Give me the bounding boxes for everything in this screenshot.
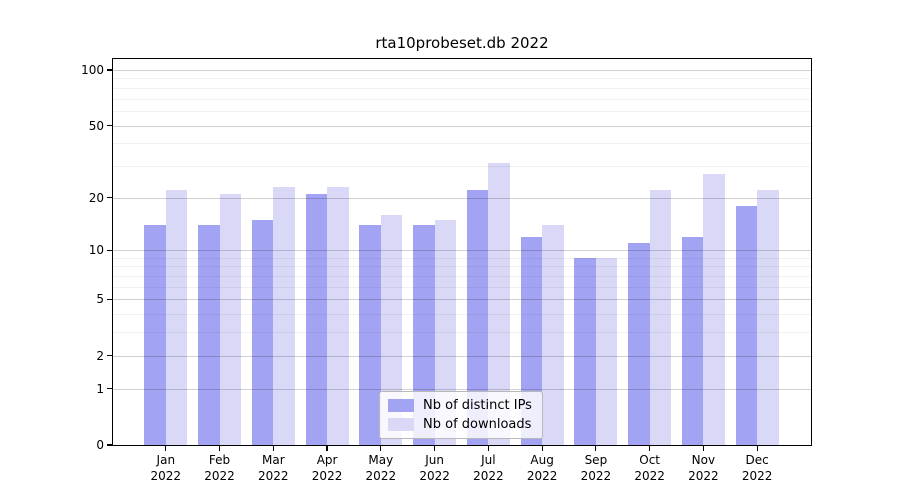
gridline-minor-90 [113,78,811,80]
legend: Nb of distinct IPs Nb of downloads [379,391,543,439]
bar-nov-downloads [703,174,725,445]
gridline-minor-40 [113,143,811,145]
y-tick-label-100: 100 [81,63,104,77]
y-tick-label-0: 0 [96,438,104,452]
y-tick-mark-1 [107,388,112,390]
x-tick-label-nov: Nov 2022 [688,453,719,483]
bar-may-ips [359,224,381,445]
y-tick-mark-2 [107,355,112,357]
x-tick-mark-aug [541,446,543,451]
y-tick-label-10: 10 [88,243,104,258]
y-tick-mark-10 [107,249,112,251]
bar-mar-ips [251,219,274,445]
gridline-minor-60 [113,110,811,112]
bar-sep-ips [574,257,596,445]
gridline-20 [113,197,811,199]
legend-label-distinct-ips: Nb of distinct IPs [423,398,532,413]
y-tick-label-2: 2 [96,348,104,363]
bar-apr-ips [305,193,328,445]
gridline-minor-6 [113,286,811,288]
x-tick-mark-apr [326,446,328,451]
gridline-5 [113,299,811,301]
x-tick-mark-jan [165,446,167,451]
x-tick-label-aug: Aug 2022 [526,453,558,483]
x-tick-label-mar: Mar 2022 [258,453,289,483]
gridline-minor-7 [113,276,811,278]
x-tick-label-jan: Jan 2022 [150,453,182,483]
gridline-50 [113,125,811,127]
bar-jan-downloads [165,190,188,445]
bar-jun-downloads [434,219,457,445]
y-tick-mark-100 [107,69,112,71]
gridline-minor-9 [113,257,811,259]
gridline-100 [113,70,811,71]
gridline-minor-4 [113,314,811,316]
y-tick-mark-50 [107,124,112,127]
y-tick-mark-0 [107,444,112,446]
x-tick-mark-mar [272,446,274,451]
x-tick-mark-sep [595,446,597,451]
chart-title: rta10probeset.db 2022 [375,34,549,52]
bar-apr-downloads [327,186,349,445]
x-tick-label-apr: Apr 2022 [311,453,343,483]
x-tick-mark-may [380,446,382,451]
x-tick-label-dec: Dec 2022 [741,453,773,483]
gridline-2 [113,355,811,357]
gridline-minor-30 [113,165,811,167]
y-tick-label-20: 20 [88,190,104,205]
bar-feb-downloads [219,193,242,445]
gridline-minor-8 [113,266,811,268]
x-tick-label-jul: Jul 2022 [473,453,504,483]
bar-dec-downloads [757,190,779,445]
legend-label-downloads: Nb of downloads [423,417,532,432]
y-tick-mark-20 [107,197,112,199]
legend-swatch-downloads [388,418,414,431]
bar-jul-downloads [488,163,510,445]
bar-aug-downloads [542,224,564,445]
x-tick-label-jun: Jun 2022 [419,453,450,483]
gridline-minor-70 [113,98,811,100]
bar-jun-ips [413,224,435,445]
gridline-minor-3 [113,332,811,334]
y-tick-label-1: 1 [96,381,104,396]
bar-nov-ips [681,236,704,445]
x-tick-label-oct: Oct 2022 [634,453,665,483]
gridline-1 [113,388,811,390]
legend-item-distinct-ips: Nb of distinct IPs [388,398,532,413]
y-tick-mark-5 [107,298,112,300]
plot-area: Nb of distinct IPs Nb of downloads [112,58,812,446]
x-tick-mark-feb [218,446,221,451]
y-tick-label-5: 5 [96,292,104,307]
x-tick-mark-oct [649,446,651,451]
bar-mar-downloads [273,186,295,445]
x-tick-label-may: May 2022 [365,453,397,483]
gridline-10 [113,250,811,252]
bar-dec-ips [735,205,758,445]
bar-oct-downloads [649,190,672,445]
grid-layer [113,59,811,445]
gridline-minor-80 [113,87,811,89]
legend-swatch-distinct-ips [388,399,414,412]
bar-oct-ips [628,243,650,445]
bar-may-downloads [380,214,403,445]
x-tick-label-feb: Feb 2022 [204,453,235,483]
bar-feb-ips [198,224,220,445]
x-tick-mark-jun [434,446,436,451]
bar-sep-downloads [595,257,618,445]
legend-item-downloads: Nb of downloads [388,417,532,432]
bar-jan-ips [144,224,166,445]
bar-jul-ips [466,190,489,445]
x-tick-label-sep: Sep 2022 [580,453,612,483]
x-tick-mark-jul [487,446,489,451]
x-tick-mark-nov [702,446,704,451]
x-tick-mark-dec [756,446,758,451]
y-tick-label-50: 50 [88,118,104,133]
